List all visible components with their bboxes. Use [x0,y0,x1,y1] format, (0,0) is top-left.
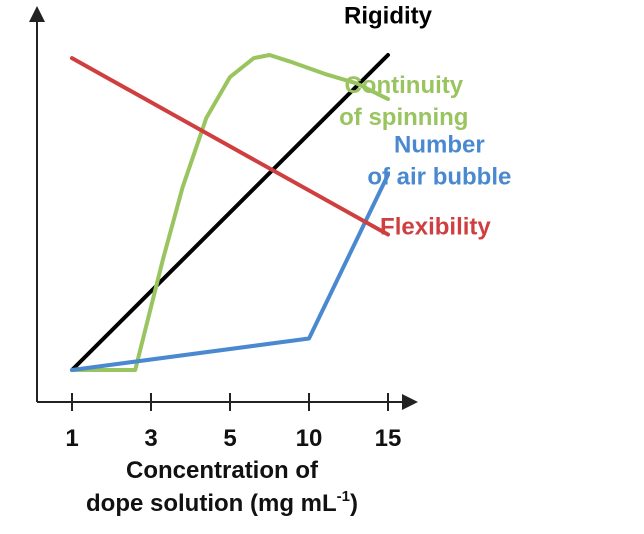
x-tick-label-15: 15 [375,425,402,452]
series-label-number-of-air-bubble-line-1: Number [394,132,485,159]
x-axis-title-line2: dope solution (mg mL-1) [86,488,358,517]
x-axis-title-line2-close: ) [350,490,358,517]
x-ticks: 1 3 5 10 15 [65,393,401,452]
series-label-continuity-of-spinning-line-1: Continuity [344,72,463,99]
series-line-rigidity [70,53,390,372]
series-label-rigidity-line-1: Rigidity [344,3,433,30]
x-axis-title-line1: Concentration of [126,457,319,484]
axes [29,6,418,410]
series-label-number-of-air-bubble-line-2: of air bubble [367,164,511,191]
series-line-number-of-air-bubble [70,172,390,372]
series-lines [70,53,390,372]
x-axis-title-unit-superscript: -1 [337,488,350,505]
series-label-continuity-of-spinning-line-2: of spinning [339,104,468,131]
x-axis-title-line2-main: dope solution (mg mL [86,490,337,517]
series-line-flexibility [70,56,390,237]
x-tick-label-5: 5 [223,425,236,452]
x-tick-label-3: 3 [144,425,157,452]
x-tick-label-1: 1 [65,425,78,452]
series-line-continuity-of-spinning [70,53,390,372]
series-label-flexibility-line-1: Flexibility [380,214,491,241]
x-tick-label-10: 10 [296,425,323,452]
